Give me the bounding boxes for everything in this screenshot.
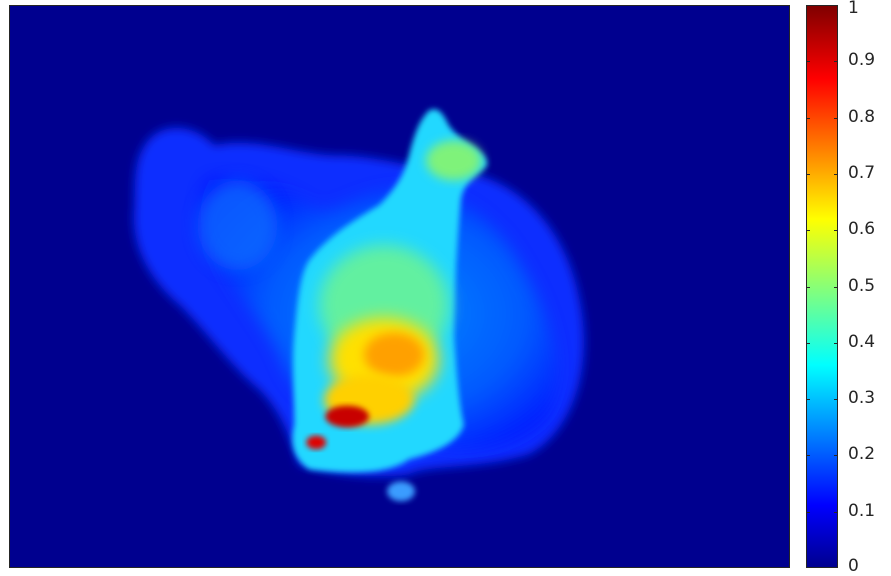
colorbar-tick-mark bbox=[834, 399, 838, 401]
colorbar-tick-label: 1 bbox=[848, 0, 859, 18]
heatmap-paw-hotspot-2 bbox=[306, 435, 327, 450]
colorbar-tick-mark bbox=[834, 117, 838, 119]
colorbar-tick-mark bbox=[834, 511, 838, 513]
colorbar-tick-mark bbox=[806, 342, 810, 344]
colorbar-tick-mark bbox=[806, 567, 810, 568]
colorbar-gradient bbox=[807, 6, 837, 567]
heatmap-left-lobe bbox=[197, 180, 278, 271]
colorbar-tick-label: 0.7 bbox=[848, 162, 876, 183]
colorbar-tick-mark bbox=[806, 117, 810, 119]
heatmap-small-blob bbox=[387, 481, 415, 502]
colorbar-tick-mark bbox=[806, 399, 810, 401]
heatmap-cat-head bbox=[425, 140, 482, 181]
colorbar-tick-label: 0.4 bbox=[848, 331, 876, 352]
colorbar-tick-label: 0.6 bbox=[848, 219, 876, 240]
colorbar-tick-mark bbox=[806, 230, 810, 232]
colorbar-tick-label: 0.2 bbox=[848, 444, 876, 465]
colorbar-tick-mark bbox=[806, 61, 810, 63]
colorbar-tick-mark bbox=[834, 342, 838, 344]
colorbar-tick-mark bbox=[834, 5, 838, 6]
colorbar-tick-mark bbox=[834, 455, 838, 457]
colorbar-tick-label: 0.8 bbox=[848, 106, 876, 127]
colorbar-tick-mark bbox=[806, 286, 810, 288]
heatmap-paw-hotspot bbox=[325, 405, 370, 428]
colorbar-tick-mark bbox=[806, 511, 810, 513]
colorbar-tick-label: 0.9 bbox=[848, 50, 876, 71]
colorbar-tick-mark bbox=[834, 173, 838, 175]
colorbar-tick-label: 0.1 bbox=[848, 500, 876, 521]
heatmap-plot bbox=[9, 5, 790, 568]
colorbar-tick-mark bbox=[834, 286, 838, 288]
colorbar-tick-mark bbox=[834, 61, 838, 63]
colorbar-tick-mark bbox=[806, 173, 810, 175]
colorbar-tick-label: 0.3 bbox=[848, 388, 876, 409]
colorbar-tick-mark bbox=[834, 230, 838, 232]
heatmap-field bbox=[133, 109, 584, 502]
colorbar-tick-label: 0.5 bbox=[848, 275, 876, 296]
colorbar-tick-mark bbox=[806, 455, 810, 457]
colorbar-tick-label: 0 bbox=[848, 556, 859, 576]
heatmap-orange-spot bbox=[364, 332, 424, 377]
colorbar-tick-mark bbox=[834, 567, 838, 568]
colorbar-tick-mark bbox=[806, 5, 810, 6]
